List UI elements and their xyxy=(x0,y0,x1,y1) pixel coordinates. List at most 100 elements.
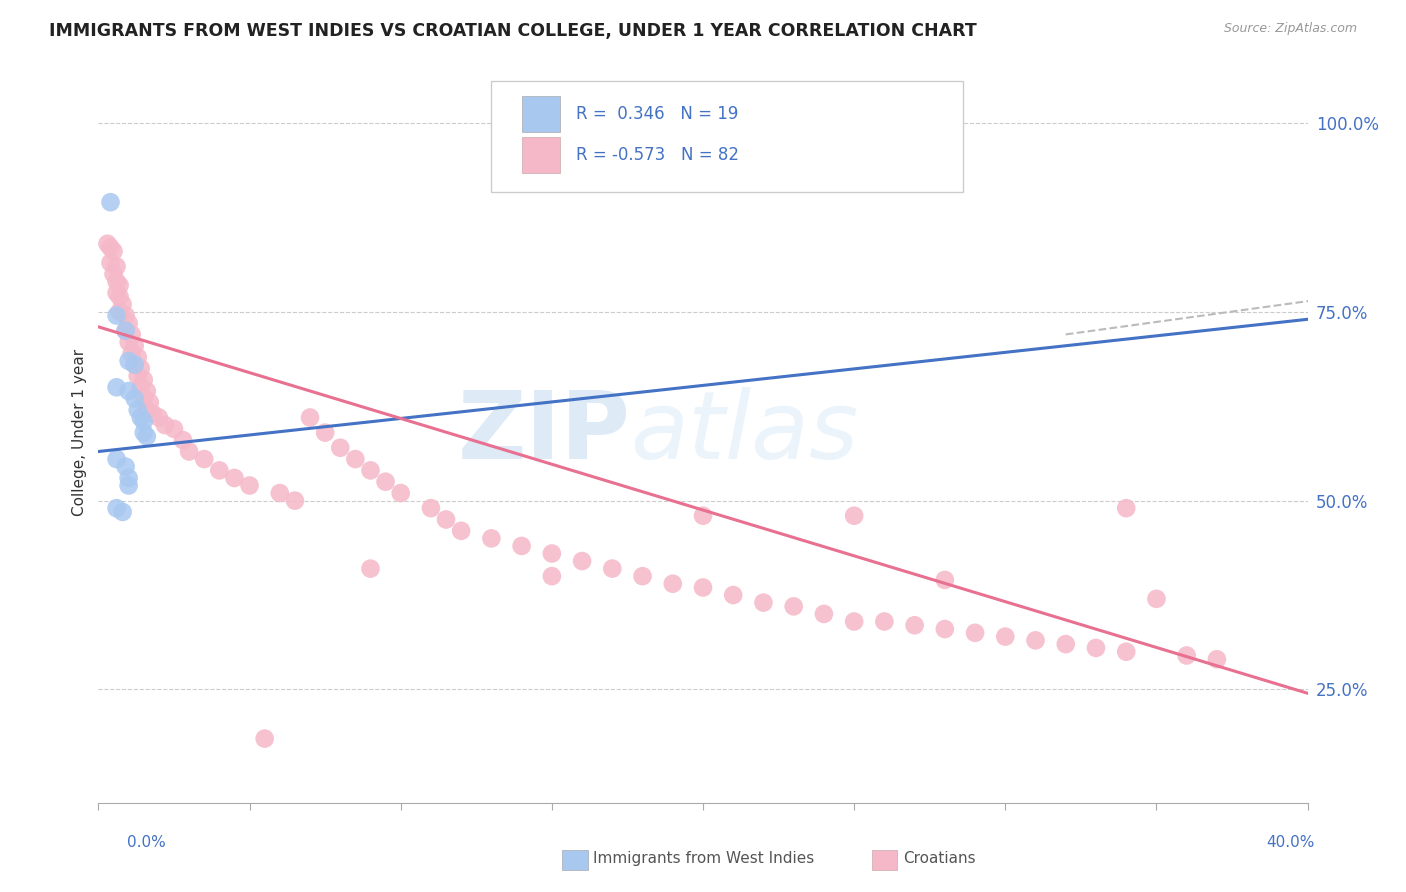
Point xyxy=(118,334,141,349)
Point xyxy=(1024,633,1046,648)
Point xyxy=(813,607,835,621)
Point xyxy=(105,452,128,467)
Text: R = -0.573   N = 82: R = -0.573 N = 82 xyxy=(576,146,740,164)
Point xyxy=(105,309,128,323)
Point xyxy=(135,429,157,443)
Point xyxy=(723,588,745,602)
Text: IMMIGRANTS FROM WEST INDIES VS CROATIAN COLLEGE, UNDER 1 YEAR CORRELATION CHART: IMMIGRANTS FROM WEST INDIES VS CROATIAN … xyxy=(49,22,977,40)
Point xyxy=(132,414,155,428)
Point xyxy=(118,384,141,398)
Point xyxy=(1175,648,1198,663)
Point xyxy=(132,392,155,406)
Point xyxy=(108,304,131,318)
Text: Croatians: Croatians xyxy=(903,851,976,865)
Point xyxy=(783,599,806,614)
Point xyxy=(1054,637,1077,651)
Point xyxy=(135,384,157,398)
Text: Immigrants from West Indies: Immigrants from West Indies xyxy=(593,851,814,865)
Point xyxy=(329,441,352,455)
Point xyxy=(540,547,562,561)
Bar xyxy=(522,96,561,132)
Point xyxy=(105,285,128,300)
Point xyxy=(100,255,122,269)
Point xyxy=(172,433,194,447)
Point xyxy=(132,425,155,440)
Point xyxy=(129,410,152,425)
Point xyxy=(111,297,134,311)
Point xyxy=(124,339,146,353)
Y-axis label: College, Under 1 year: College, Under 1 year xyxy=(72,349,87,516)
Point xyxy=(179,444,201,458)
Point xyxy=(314,425,336,440)
Point xyxy=(661,576,683,591)
Point xyxy=(127,368,149,383)
Point xyxy=(844,615,866,629)
Text: ZIP: ZIP xyxy=(457,386,630,479)
Point xyxy=(148,410,170,425)
Point xyxy=(103,244,125,259)
Point xyxy=(299,410,322,425)
Point xyxy=(105,275,128,289)
FancyBboxPatch shape xyxy=(492,81,963,192)
Point xyxy=(224,471,246,485)
Point xyxy=(692,581,714,595)
Point xyxy=(253,731,276,746)
Point xyxy=(994,630,1017,644)
Text: R =  0.346   N = 19: R = 0.346 N = 19 xyxy=(576,105,738,123)
Point xyxy=(360,561,382,575)
Point xyxy=(965,625,987,640)
Point xyxy=(118,471,141,485)
Point xyxy=(360,463,382,477)
Point xyxy=(153,418,176,433)
Point xyxy=(124,392,146,406)
Point xyxy=(114,459,136,474)
Text: Source: ZipAtlas.com: Source: ZipAtlas.com xyxy=(1223,22,1357,36)
Point xyxy=(105,260,128,274)
Point xyxy=(121,327,143,342)
Point xyxy=(571,554,593,568)
Bar xyxy=(522,137,561,173)
Point xyxy=(631,569,654,583)
Point xyxy=(118,354,141,368)
Point xyxy=(934,622,956,636)
Point xyxy=(100,195,122,210)
Point xyxy=(114,324,136,338)
Text: atlas: atlas xyxy=(630,387,859,478)
Point xyxy=(124,358,146,372)
Point xyxy=(934,573,956,587)
Point xyxy=(692,508,714,523)
Point xyxy=(114,309,136,323)
Point xyxy=(269,486,291,500)
Point xyxy=(114,324,136,338)
Point xyxy=(129,380,152,394)
Point xyxy=(420,501,443,516)
Point xyxy=(344,452,367,467)
Point xyxy=(105,380,128,394)
Point xyxy=(540,569,562,583)
Point xyxy=(96,236,118,251)
Point xyxy=(127,350,149,364)
Point xyxy=(1144,591,1167,606)
Point xyxy=(873,615,896,629)
Point xyxy=(510,539,533,553)
Point xyxy=(108,278,131,293)
Point xyxy=(121,346,143,360)
Point xyxy=(481,532,503,546)
Point xyxy=(374,475,396,489)
Point xyxy=(118,478,141,492)
Point xyxy=(100,241,122,255)
Point xyxy=(135,403,157,417)
Point xyxy=(208,463,231,477)
Point xyxy=(103,267,125,281)
Point xyxy=(1115,501,1137,516)
Point xyxy=(132,373,155,387)
Point xyxy=(844,508,866,523)
Point xyxy=(602,561,624,575)
Point xyxy=(904,618,927,632)
Point xyxy=(108,290,131,304)
Point xyxy=(105,501,128,516)
Point xyxy=(163,422,186,436)
Point xyxy=(127,403,149,417)
Point xyxy=(193,452,215,467)
Point xyxy=(1206,652,1229,666)
